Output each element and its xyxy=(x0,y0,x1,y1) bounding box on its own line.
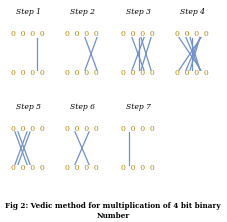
Text: 0  0  0  0: 0 0 0 0 xyxy=(11,125,45,133)
Text: 0  0  0  0: 0 0 0 0 xyxy=(121,164,155,172)
Text: 0  0  0  0: 0 0 0 0 xyxy=(65,69,99,77)
Text: 0  0  0  0: 0 0 0 0 xyxy=(11,164,45,172)
Text: 0  0  0  0: 0 0 0 0 xyxy=(121,30,155,38)
Text: 0  0  0  0: 0 0 0 0 xyxy=(65,125,99,133)
Text: 0  0  0  0: 0 0 0 0 xyxy=(65,164,99,172)
Text: 0  0  0  0: 0 0 0 0 xyxy=(175,30,209,38)
Text: Step 2: Step 2 xyxy=(69,8,94,16)
Text: Step 3: Step 3 xyxy=(126,8,151,16)
Text: Step 4: Step 4 xyxy=(180,8,205,16)
Text: 0  0  0  0: 0 0 0 0 xyxy=(121,125,155,133)
Text: Fig 2: Vedic method for multiplication of 4 bit binary
Number: Fig 2: Vedic method for multiplication o… xyxy=(5,202,221,220)
Text: Step 6: Step 6 xyxy=(69,103,94,111)
Text: Step 1: Step 1 xyxy=(15,8,40,16)
Text: 0  0  0  0: 0 0 0 0 xyxy=(65,30,99,38)
Text: 0  0  0  0: 0 0 0 0 xyxy=(11,30,45,38)
Text: 0  0  0  0: 0 0 0 0 xyxy=(121,69,155,77)
Text: Step 7: Step 7 xyxy=(126,103,151,111)
Text: 0  0  0  0: 0 0 0 0 xyxy=(11,69,45,77)
Text: Step 5: Step 5 xyxy=(15,103,40,111)
Text: 0  0  0  0: 0 0 0 0 xyxy=(175,69,209,77)
